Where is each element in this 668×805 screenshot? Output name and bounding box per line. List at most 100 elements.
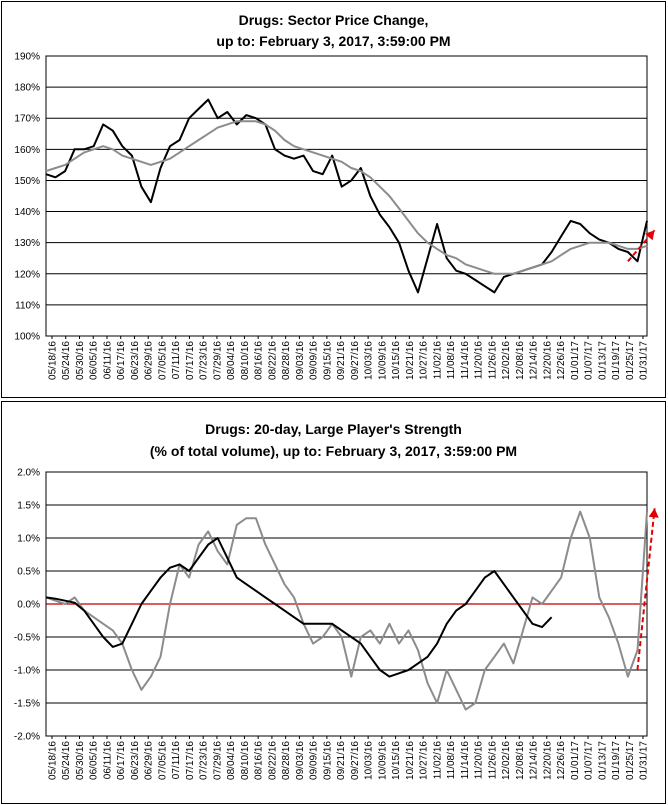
x-tick-label: 09/03/16 xyxy=(295,741,306,780)
x-tick-label: 09/09/16 xyxy=(309,341,320,380)
y-tick-label: 120% xyxy=(14,269,40,280)
x-tick-label: 01/01/17 xyxy=(570,741,581,780)
x-tick-label: 07/23/16 xyxy=(199,341,210,380)
x-tick-label: 09/09/16 xyxy=(309,741,320,780)
x-tick-label: 07/23/16 xyxy=(199,741,210,780)
y-tick-label: 100% xyxy=(14,332,40,343)
x-tick-label: 08/22/16 xyxy=(267,741,278,780)
x-tick-label: 09/27/16 xyxy=(350,741,361,780)
y-tick-label: 0.5% xyxy=(17,567,40,578)
x-tick-label: 01/01/17 xyxy=(570,341,581,380)
y-tick-label: -1.5% xyxy=(14,699,40,710)
chart-title: Drugs: Sector Price Change, xyxy=(238,12,429,28)
chart-title: (% of total volume), up to: February 3, … xyxy=(149,443,518,459)
x-tick-label: 11/20/16 xyxy=(474,741,485,780)
x-tick-label: 06/05/16 xyxy=(89,341,100,380)
x-tick-label: 07/17/16 xyxy=(185,741,196,780)
strength-plot: -2.0% -1.5% -1.0% -0.5% 0.0% 0.5% 1.0% 1.5% 2.0%… xyxy=(14,468,659,780)
y-tick-label: 110% xyxy=(15,300,40,311)
x-tick-label: 01/13/17 xyxy=(597,341,608,380)
x-tick-label: 01/19/17 xyxy=(611,741,622,780)
y-tick-label: 170% xyxy=(14,114,40,125)
x-tick-label: 09/27/16 xyxy=(350,341,361,380)
x-tick-label: 11/02/16 xyxy=(432,341,443,380)
y-tick-label: 140% xyxy=(14,207,40,218)
x-tick-label: 06/29/16 xyxy=(144,341,155,380)
x-tick-label: 08/22/16 xyxy=(267,341,278,380)
x-tick-label: 05/30/16 xyxy=(75,341,86,380)
x-tick-label: 11/08/16 xyxy=(446,741,457,780)
x-tick-label: 05/30/16 xyxy=(75,741,86,780)
x-tick-label: 12/20/16 xyxy=(542,341,553,380)
x-tick-label: 09/21/16 xyxy=(336,341,347,380)
x-tick-label: 12/20/16 xyxy=(542,741,553,780)
x-tick-label: 01/13/17 xyxy=(597,741,608,780)
y-tick-label: 180% xyxy=(14,83,40,94)
x-tick-label: 10/27/16 xyxy=(419,741,430,780)
x-tick-label: 07/11/16 xyxy=(171,741,182,780)
plot-area xyxy=(45,471,648,737)
x-tick-label: 08/10/16 xyxy=(240,741,251,780)
x-tick-label: 10/21/16 xyxy=(405,341,416,380)
x-tick-label: 08/28/16 xyxy=(281,341,292,380)
x-tick-label: 11/02/16 xyxy=(432,741,443,780)
trend-arrow-head xyxy=(645,230,655,241)
chart-title: up to: February 3, 2017, 3:59:00 PM xyxy=(216,33,451,49)
x-tick-label: 01/31/17 xyxy=(639,341,650,380)
x-tick-label: 08/28/16 xyxy=(281,741,292,780)
y-tick-label: 160% xyxy=(14,145,40,156)
x-tick-label: 11/26/16 xyxy=(487,741,498,780)
x-tick-label: 01/25/17 xyxy=(625,741,636,780)
x-tick-label: 06/11/16 xyxy=(102,341,113,380)
y-tick-label: 130% xyxy=(14,238,40,249)
x-tick-label: 07/29/16 xyxy=(212,741,223,780)
x-tick-label: 12/14/16 xyxy=(529,741,540,780)
x-tick-label: 01/25/17 xyxy=(625,341,636,380)
x-tick-label: 10/21/16 xyxy=(405,741,416,780)
x-tick-label: 12/08/16 xyxy=(515,341,526,380)
x-tick-label: 01/07/17 xyxy=(584,341,595,380)
average-series-line xyxy=(45,120,648,275)
x-tick-label: 05/18/16 xyxy=(48,341,59,380)
y-tick-label: -1.0% xyxy=(14,666,40,677)
x-tick-label: 07/05/16 xyxy=(157,341,168,380)
y-tick-label: 1.5% xyxy=(17,501,40,512)
x-tick-label: 11/20/16 xyxy=(474,341,485,380)
x-tick-label: 01/19/17 xyxy=(611,341,622,380)
x-tick-label: 08/16/16 xyxy=(254,741,265,780)
y-tick-label: -0.5% xyxy=(14,633,40,644)
price-change-plot: 100% 110% 120% 130% 140% 150% 160% 170% 180% 190%… xyxy=(14,52,656,380)
x-tick-label: 10/09/16 xyxy=(377,341,388,380)
x-tick-label: 09/03/16 xyxy=(295,341,306,380)
x-tick-label: 06/17/16 xyxy=(116,741,127,780)
x-tick-label: 10/15/16 xyxy=(391,741,402,780)
y-tick-label: 1.0% xyxy=(17,534,40,545)
x-tick-label: 05/24/16 xyxy=(61,741,72,780)
x-tick-label: 07/11/16 xyxy=(171,341,182,380)
x-tick-label: 12/02/16 xyxy=(501,341,512,380)
x-tick-label: 11/14/16 xyxy=(460,741,471,780)
large-player-strength-chart-panel: Drugs: 20-day, Large Player's Strength (… xyxy=(1,401,666,804)
x-tick-label: 05/24/16 xyxy=(61,341,72,380)
x-tick-label: 07/29/16 xyxy=(212,341,223,380)
trend-arrow-head xyxy=(648,508,659,518)
x-tick-label: 08/10/16 xyxy=(240,341,251,380)
x-tick-label: 10/03/16 xyxy=(364,341,375,380)
x-tick-label: 06/23/16 xyxy=(130,741,141,780)
y-tick-label: 0.0% xyxy=(17,600,40,611)
x-tick-label: 01/07/17 xyxy=(584,741,595,780)
x-tick-label: 11/14/16 xyxy=(460,341,471,380)
y-tick-label: -2.0% xyxy=(14,732,40,743)
x-tick-label: 06/11/16 xyxy=(102,741,113,780)
trend-arrow-line xyxy=(636,508,656,671)
strength-series-line xyxy=(45,510,648,711)
x-tick-label: 08/04/16 xyxy=(226,741,237,780)
x-tick-label: 06/29/16 xyxy=(144,741,155,780)
y-tick-label: 150% xyxy=(14,176,40,187)
y-tick-label: 2.0% xyxy=(17,468,40,479)
x-tick-label: 08/04/16 xyxy=(226,341,237,380)
x-tick-label: 12/26/16 xyxy=(556,341,567,380)
x-tick-label: 10/15/16 xyxy=(391,341,402,380)
price-change-chart-panel: Drugs: Sector Price Change, up to: Febru… xyxy=(1,1,666,398)
x-tick-label: 07/05/16 xyxy=(157,741,168,780)
